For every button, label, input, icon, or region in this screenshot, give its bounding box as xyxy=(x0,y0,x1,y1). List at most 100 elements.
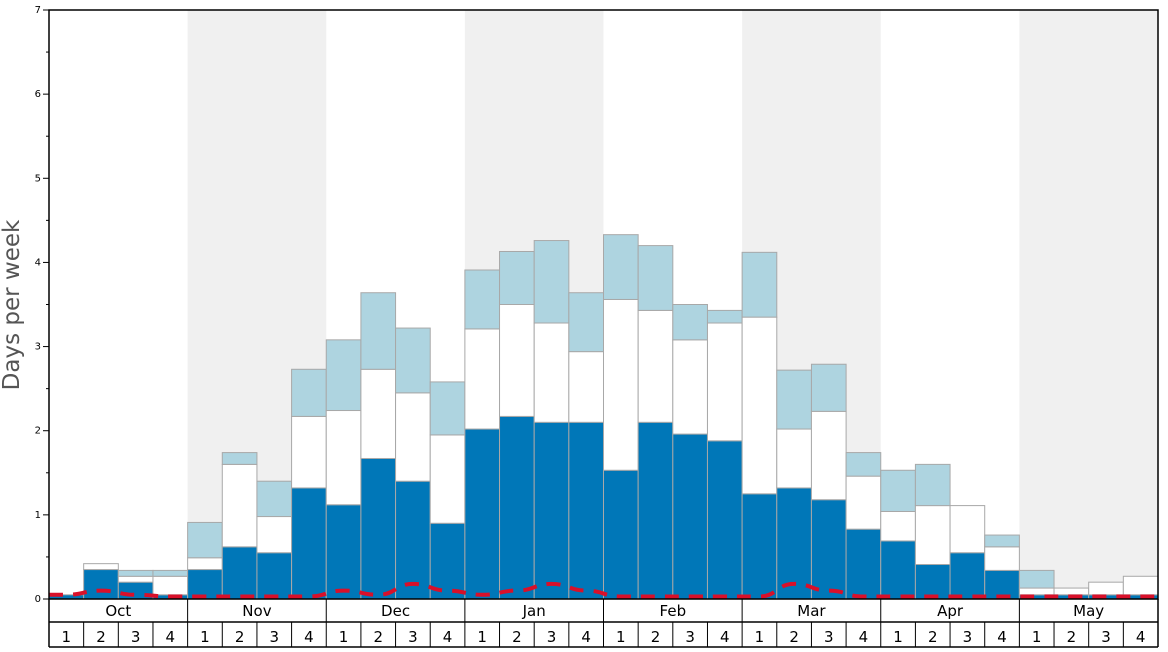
bar-week-10-level-3 xyxy=(360,292,397,370)
bar-week-12-level-1 xyxy=(429,522,466,600)
week-label: 2 xyxy=(373,628,383,646)
bar-week-11-level-2 xyxy=(395,392,431,482)
bar-week-6-level-2 xyxy=(221,463,258,548)
month-shade-may xyxy=(1019,10,1158,599)
bar-week-18-level-2 xyxy=(637,309,674,423)
bar-week-11-level-1 xyxy=(395,480,431,600)
week-label: 2 xyxy=(789,628,799,646)
bar-week-32-level-2 xyxy=(1122,575,1159,596)
month-label-apr: Apr xyxy=(937,602,964,620)
bar-week-26-level-2 xyxy=(914,505,951,566)
bar-week-21-level-1 xyxy=(741,493,778,600)
y-tick-label: 2 xyxy=(35,426,41,437)
y-tick-label: 7 xyxy=(35,5,41,16)
bar-week-24-level-2 xyxy=(845,475,882,530)
bar-week-4-level-3 xyxy=(152,569,189,577)
bar-week-21-level-2 xyxy=(741,316,778,495)
bar-week-20-level-2 xyxy=(706,322,743,442)
week-label: 4 xyxy=(720,628,730,646)
week-label: 2 xyxy=(96,628,106,646)
bar-week-26-level-3 xyxy=(914,463,951,507)
week-label: 2 xyxy=(512,628,522,646)
month-label-nov: Nov xyxy=(242,602,271,620)
bar-week-17-level-2 xyxy=(603,298,639,471)
bar-week-29-level-3 xyxy=(1018,569,1055,589)
dashed-line xyxy=(49,581,1158,599)
bar-week-13-level-1 xyxy=(464,428,501,600)
week-label: 2 xyxy=(651,628,661,646)
bar-week-16-level-2 xyxy=(568,351,605,423)
bar-week-11-level-3 xyxy=(395,327,431,394)
bar-week-17-level-3 xyxy=(603,234,639,300)
dashed-line-layer xyxy=(49,581,1158,599)
bar-week-2-level-2 xyxy=(83,563,119,571)
bar-week-6-level-1 xyxy=(221,546,258,600)
bar-week-22-level-3 xyxy=(776,369,812,430)
week-label: 3 xyxy=(408,628,418,646)
week-label: 3 xyxy=(1101,628,1111,646)
bar-week-25-level-1 xyxy=(880,540,916,600)
bar-week-21-level-3 xyxy=(741,251,778,318)
bar-week-14-level-2 xyxy=(499,304,535,417)
week-label: 2 xyxy=(928,628,938,646)
bar-week-14-level-1 xyxy=(499,415,535,600)
month-label-dec: Dec xyxy=(381,602,410,620)
y-tick-label: 1 xyxy=(35,510,41,521)
bar-week-14-level-3 xyxy=(499,250,535,306)
bar-week-16-level-1 xyxy=(568,421,605,600)
bar-week-15-level-3 xyxy=(533,240,570,324)
week-label: 1 xyxy=(62,628,72,646)
bar-week-17-level-1 xyxy=(603,469,639,600)
month-label-may: May xyxy=(1073,602,1104,620)
bar-week-5-level-2 xyxy=(187,557,223,571)
bar-week-26-level-1 xyxy=(914,564,951,600)
bar-week-23-level-2 xyxy=(810,410,847,501)
month-label-mar: Mar xyxy=(797,602,826,620)
week-label: 1 xyxy=(477,628,487,646)
bar-week-19-level-3 xyxy=(672,304,708,341)
bar-week-27-level-1 xyxy=(949,552,986,600)
bar-week-7-level-2 xyxy=(256,516,293,554)
bar-week-3-level-3 xyxy=(117,569,154,577)
week-label: 3 xyxy=(685,628,695,646)
bar-week-12-level-3 xyxy=(429,381,466,436)
week-label: 1 xyxy=(893,628,903,646)
bar-week-28-level-3 xyxy=(984,534,1020,548)
week-label: 4 xyxy=(997,628,1007,646)
bar-week-31-level-2 xyxy=(1088,581,1124,596)
bar-week-8-level-1 xyxy=(291,487,327,600)
month-label-feb: Feb xyxy=(660,602,687,620)
y-tick-label: 0 xyxy=(35,594,41,605)
y-tick-label: 4 xyxy=(35,257,41,268)
y-tick-label: 5 xyxy=(35,173,41,184)
bar-week-12-level-2 xyxy=(429,434,466,524)
bar-week-20-level-3 xyxy=(706,309,743,324)
bar-week-15-level-1 xyxy=(533,421,570,600)
bars xyxy=(48,234,1159,600)
bar-week-18-level-3 xyxy=(637,245,674,311)
bar-week-24-level-3 xyxy=(845,452,882,477)
bar-week-9-level-2 xyxy=(325,410,362,506)
week-label: 4 xyxy=(581,628,591,646)
bar-week-16-level-3 xyxy=(568,292,605,353)
bar-week-24-level-1 xyxy=(845,528,882,600)
bar-week-15-level-2 xyxy=(533,322,570,423)
bar-week-9-level-3 xyxy=(325,339,362,412)
week-label: 4 xyxy=(166,628,176,646)
bar-week-25-level-2 xyxy=(880,510,916,542)
bar-week-10-level-2 xyxy=(360,368,397,459)
bar-week-3-level-2 xyxy=(117,575,154,583)
week-label: 4 xyxy=(443,628,453,646)
bar-week-13-level-3 xyxy=(464,269,501,330)
week-label: 4 xyxy=(1136,628,1146,646)
bar-week-19-level-2 xyxy=(672,339,708,435)
bar-week-23-level-3 xyxy=(810,363,847,412)
bar-week-18-level-1 xyxy=(637,421,674,600)
bar-week-13-level-2 xyxy=(464,328,501,430)
week-label: 1 xyxy=(755,628,765,646)
bar-week-2-level-1 xyxy=(83,569,119,600)
week-label: 4 xyxy=(859,628,869,646)
week-label: 1 xyxy=(1032,628,1042,646)
week-label: 3 xyxy=(963,628,973,646)
